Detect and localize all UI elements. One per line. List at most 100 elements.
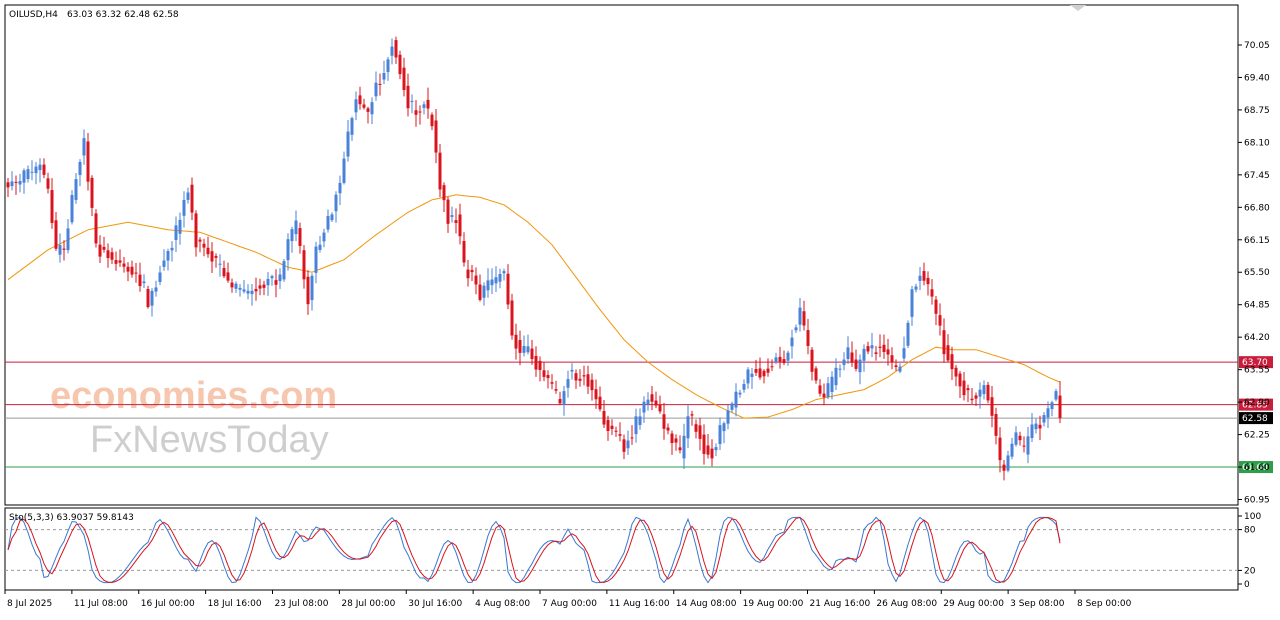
candle-bull (858, 359, 862, 373)
candle-bull (726, 410, 730, 424)
candle-bear (542, 370, 546, 377)
candle-bear (586, 374, 590, 387)
candle-bear (630, 437, 634, 439)
candle-bear (306, 276, 310, 305)
price-tick-label: 66.80 (1244, 203, 1270, 213)
stochastic-panel: 100 80 20 0 Sto(5,3,3) 63.9037 59.8143 (4, 507, 1261, 591)
level-tag-resistance (1239, 356, 1273, 369)
candle-bull (750, 373, 754, 377)
scroll-marker-icon[interactable] (1070, 5, 1086, 11)
candle-bull (798, 307, 802, 325)
candle-bear (990, 397, 994, 416)
candle-bear (226, 272, 230, 281)
candle-bear (454, 220, 458, 223)
candle-bear (554, 389, 558, 391)
stochastic-tick-label: 20 (1244, 566, 1256, 576)
candle-bear (974, 395, 978, 399)
candle-bear (534, 355, 538, 370)
candle-bear (222, 268, 226, 277)
candle-bear (814, 368, 818, 381)
candle-bull (142, 281, 146, 284)
candle-bull (1046, 408, 1050, 418)
candle-bull (250, 290, 254, 295)
candle-bull (1010, 443, 1014, 457)
candle-bear (430, 114, 434, 127)
level-label-resistance: 63.70 (1242, 358, 1268, 368)
candle-bear (470, 270, 474, 273)
candle-bull (682, 435, 686, 459)
candle-bear (766, 368, 770, 373)
candle-bear (406, 85, 410, 109)
candle-bull (490, 279, 494, 286)
candle-bull (562, 391, 566, 405)
price-levels: 63.70 62.85 62.58 61.60 (5, 356, 1273, 474)
price-tick-label: 65.50 (1244, 268, 1270, 278)
candle-bull (450, 215, 454, 217)
candle-bull (982, 385, 986, 395)
candle-bull (374, 82, 378, 97)
candle-bull (502, 271, 506, 274)
candle-bear (206, 247, 210, 255)
candle-bear (658, 404, 662, 412)
candle-bear (14, 181, 18, 183)
candle-bear (878, 346, 882, 348)
candle-bear (938, 315, 942, 326)
candle-bear (622, 439, 626, 452)
candle-bear (922, 271, 926, 281)
time-tick-label: 3 Sep 08:00 (1010, 599, 1065, 609)
candle-bull (370, 102, 374, 115)
candle-bear (230, 282, 234, 288)
candle-bear (466, 269, 470, 279)
candle-bear (602, 411, 606, 425)
candle-bear (110, 252, 114, 260)
price-tick-label: 60.95 (1244, 496, 1270, 506)
candle-bull (1050, 402, 1054, 410)
candle-bear (886, 349, 890, 355)
candle-bear (930, 289, 934, 297)
candle-bear (1002, 464, 1006, 471)
candle-bear (118, 260, 122, 263)
candle-bull (1042, 415, 1046, 423)
candle-bear (610, 425, 614, 429)
candle-bear (926, 277, 930, 285)
candle-bear (198, 239, 202, 242)
candle-bull (790, 337, 794, 347)
candle-bear (698, 425, 702, 439)
candle-bull (734, 391, 738, 408)
candle-bear (130, 266, 134, 275)
candle-bull (78, 161, 82, 175)
candle-bull (186, 192, 190, 200)
candle-bull (786, 352, 790, 361)
candle-bear (662, 414, 666, 429)
candle-bear (394, 40, 398, 58)
candle-bear (986, 384, 990, 401)
candle-bear (994, 414, 998, 436)
candle-bull (494, 277, 498, 284)
candle-bull (422, 104, 426, 108)
candle-bear (478, 284, 482, 300)
candle-bull (166, 251, 170, 261)
candle-bear (942, 330, 946, 355)
time-tick-label: 8 Jul 2025 (7, 599, 52, 609)
candle-bear (446, 199, 450, 224)
candle-bear (146, 289, 150, 308)
candle-bull (182, 199, 186, 216)
candle-bear (126, 266, 130, 272)
candle-bear (86, 141, 90, 182)
candle-bull (722, 423, 726, 432)
candle-bull (826, 383, 830, 398)
candle-bull (794, 327, 798, 331)
candle-bear (894, 365, 898, 368)
candle-bear (1018, 435, 1022, 441)
time-axis: 8 Jul 2025 11 Jul 08:00 16 Jul 00:00 18 Jul… (4, 590, 1132, 609)
candle-bull (522, 345, 526, 353)
candle-bull (774, 357, 778, 362)
candle-bull (1034, 423, 1038, 430)
candle-bear (90, 177, 94, 208)
candle-bull (718, 425, 722, 445)
watermark-line1: economies.com (50, 375, 337, 417)
candle-bull (26, 169, 30, 180)
candle-bear (262, 284, 266, 288)
candle-bear (706, 445, 710, 455)
